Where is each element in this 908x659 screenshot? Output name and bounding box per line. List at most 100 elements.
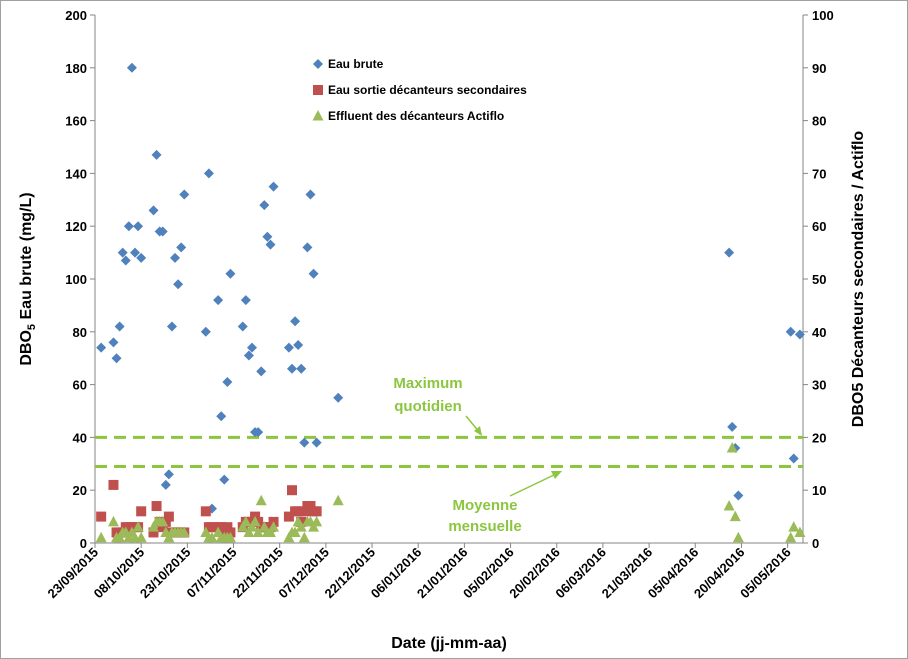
data-point-diamond: [114, 321, 125, 332]
data-point-triangle: [255, 494, 267, 506]
data-point-diamond: [305, 189, 316, 200]
data-point-triangle: [249, 515, 261, 527]
data-point-triangle: [157, 515, 169, 527]
data-point-triangle: [308, 521, 320, 532]
data-point-diamond: [219, 474, 230, 485]
data-point-diamond: [243, 350, 254, 361]
data-point-triangle: [252, 526, 264, 537]
data-point-diamond: [240, 295, 251, 306]
data-point-triangle: [332, 494, 344, 506]
data-point-triangle: [268, 521, 280, 532]
data-point-diamond: [287, 363, 298, 374]
data-point-square: [311, 506, 322, 517]
data-point-diamond: [290, 316, 301, 327]
data-point-diamond: [117, 247, 128, 258]
data-point-diamond: [237, 321, 248, 332]
y-axis-left-title-subscript: 5: [26, 324, 38, 330]
data-point-triangle: [163, 531, 175, 543]
data-point-triangle: [107, 515, 119, 527]
data-point-triangle: [295, 521, 307, 532]
data-point-diamond: [727, 421, 738, 432]
data-point-square: [96, 511, 107, 522]
legend-marker-diamond: [313, 59, 323, 69]
data-point-square: [299, 506, 310, 517]
y-right-tick-label: 0: [812, 536, 819, 551]
series-triangle: [95, 441, 806, 543]
data-point-diamond: [151, 149, 162, 160]
data-point-triangle: [178, 526, 190, 537]
y-left-tick-label: 0: [80, 536, 87, 551]
reference-lines-layer: [95, 435, 803, 468]
data-point-triangle: [732, 531, 744, 543]
y-right-tick-label: 70: [812, 166, 826, 181]
data-point-diamond: [283, 342, 294, 353]
data-point-diamond: [111, 353, 122, 364]
data-point-triangle: [95, 531, 107, 543]
y-left-tick-label: 200: [65, 8, 87, 23]
annotation-mean-line1: Moyenne: [452, 497, 517, 514]
data-point-diamond: [296, 363, 307, 374]
data-point-diamond: [333, 392, 344, 403]
data-point-square: [222, 522, 233, 533]
data-point-diamond: [788, 453, 799, 464]
annotation-max-line2: quotidien: [394, 398, 462, 415]
data-point-diamond: [794, 329, 805, 340]
data-point-triangle: [726, 441, 738, 453]
data-point-diamond: [96, 342, 107, 353]
y-left-tick-label: 60: [73, 378, 87, 393]
data-point-diamond: [173, 279, 184, 290]
annotation-max-line1: Maximum: [393, 375, 462, 392]
data-point-square: [293, 506, 304, 517]
data-point-diamond: [256, 366, 267, 377]
data-point-triangle: [132, 521, 144, 532]
annotation-mean-line2: mensuelle: [448, 518, 521, 535]
y-right-tick-label: 40: [812, 325, 826, 340]
data-point-square: [163, 511, 174, 522]
data-point-diamond: [302, 242, 313, 253]
data-point-square: [206, 522, 217, 533]
data-point-triangle: [298, 531, 310, 543]
y-right-tick-label: 80: [812, 114, 826, 129]
legend-label: Effluent des décanteurs Actiflo: [328, 109, 504, 123]
y-right-tick-label: 30: [812, 378, 826, 393]
data-point-triangle: [135, 531, 147, 543]
data-point-triangle: [788, 521, 800, 532]
series-square: [96, 479, 322, 538]
data-point-diamond: [253, 427, 264, 438]
y-axis-left-title: DBO5 Eau brute (mg/L): [18, 192, 38, 365]
y-left-tick-label: 80: [73, 325, 87, 340]
legend-marker-triangle: [312, 110, 324, 121]
axes-layer: 0 20 40 60 80 100 120 140 160 180 200 0 10 20 30 40 50 60…: [18, 8, 867, 652]
data-point-triangle: [311, 515, 323, 527]
data-point-diamond: [262, 231, 273, 242]
data-point-triangle: [243, 526, 255, 537]
data-point-triangle: [147, 521, 159, 532]
annotation-mean-arrow: [509, 473, 557, 497]
data-point-square: [157, 522, 168, 533]
legend: Eau brute Eau sortie décanteurs secondair…: [312, 57, 527, 123]
x-tick-label: 05/05/2016: [737, 545, 794, 602]
data-point-diamond: [166, 321, 177, 332]
data-point-diamond: [311, 437, 322, 448]
data-point-square: [283, 511, 294, 522]
data-point-square: [216, 522, 227, 533]
annotation-max-arrowhead: [474, 426, 482, 436]
y-left-tick-label: 160: [65, 114, 87, 129]
data-point-square: [148, 527, 159, 538]
data-point-triangle: [246, 521, 258, 532]
data-point-square: [200, 506, 211, 517]
y-left-tick-label: 40: [73, 430, 87, 445]
data-point-square: [287, 485, 298, 496]
y-left-tick-label: 20: [73, 483, 87, 498]
legend-label: Eau sortie décanteurs secondaires: [328, 83, 527, 97]
data-point-diamond: [179, 189, 190, 200]
data-point-diamond: [108, 337, 119, 348]
y-right-tick-label: 10: [812, 483, 826, 498]
data-point-diamond: [176, 242, 187, 253]
data-point-diamond: [163, 469, 174, 480]
data-point-diamond: [222, 376, 233, 387]
data-point-diamond: [724, 247, 735, 258]
data-point-diamond: [308, 268, 319, 279]
y-axis-left-title-part: Eau brute (mg/L): [18, 192, 35, 324]
data-point-square: [151, 501, 162, 512]
